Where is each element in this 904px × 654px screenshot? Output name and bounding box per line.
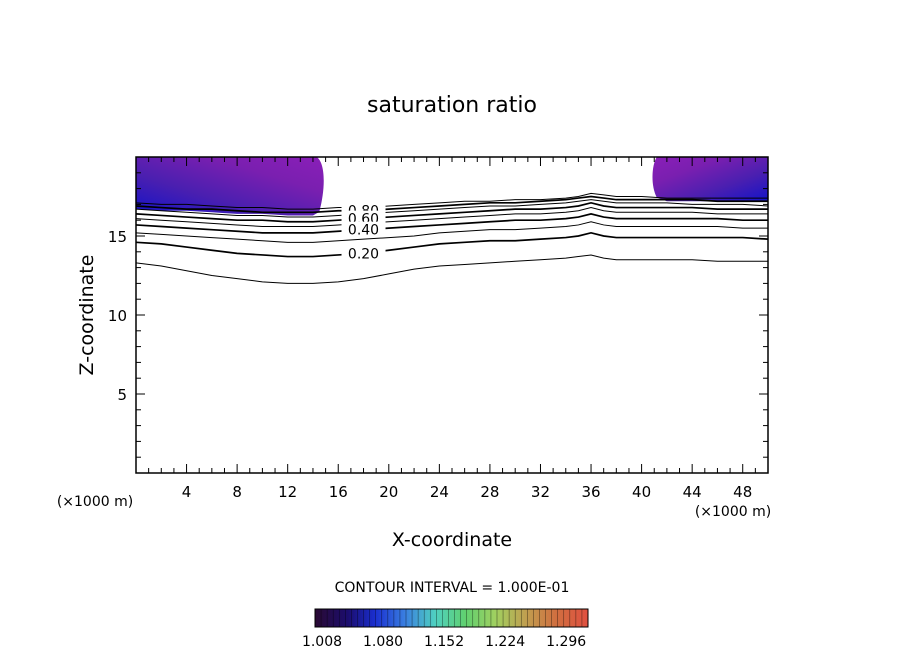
x-tick-label: 8 xyxy=(232,483,242,501)
y-tick-label: 5 xyxy=(117,386,127,404)
shaded-region-left xyxy=(136,157,324,216)
x-tick-label: 32 xyxy=(531,483,550,501)
contour-line-0.50 xyxy=(135,207,768,228)
contour-interval-text: CONTOUR INTERVAL = 1.000E-01 xyxy=(335,580,570,596)
x-unit-right: (×1000 m) xyxy=(695,504,771,520)
contour-line-0.40 xyxy=(135,213,768,234)
contour-line-0.90 xyxy=(135,192,768,210)
contour-label: 0.40 xyxy=(348,223,379,239)
contour-line-0.80 xyxy=(135,195,768,214)
x-unit-left: (×1000 m) xyxy=(57,494,133,510)
contour-label-bg xyxy=(341,210,386,225)
colorbar-label: 1.296 xyxy=(546,634,586,650)
contour-line-0.10 xyxy=(135,254,768,284)
contour-line-0.60 xyxy=(135,201,768,223)
colorbar-label: 1.152 xyxy=(424,634,464,650)
x-tick-label: 12 xyxy=(278,483,297,501)
contour-line-0.30 xyxy=(135,221,768,243)
x-ticks: 4 8 12 16 20 24 28 32 36 40 44 48 xyxy=(148,157,756,501)
x-tick-label: 48 xyxy=(733,483,752,501)
contour-label-bg xyxy=(341,245,386,260)
y-axis-label: Z-coordinate xyxy=(76,255,98,376)
contour-line-0.20 xyxy=(135,231,769,258)
x-tick-label: 4 xyxy=(182,483,192,501)
colorbar-ticks xyxy=(320,609,583,627)
chart-title: saturation ratio xyxy=(367,93,537,118)
x-tick-label: 40 xyxy=(632,483,651,501)
colorbar-label: 1.224 xyxy=(485,634,525,650)
colorbar xyxy=(314,608,589,628)
x-tick-label: 36 xyxy=(581,483,600,501)
x-tick-label: 28 xyxy=(480,483,499,501)
contour-labels: 0.800.600.400.20 xyxy=(341,202,386,262)
shaded-regions xyxy=(136,157,768,216)
x-tick-label: 24 xyxy=(430,483,449,501)
colorbar-labels: 1.008 1.080 1.152 1.224 1.296 xyxy=(302,634,586,650)
x-tick-label: 20 xyxy=(379,483,398,501)
shaded-region-right xyxy=(652,157,768,202)
contour-label-bg xyxy=(341,221,386,236)
contour-lines xyxy=(135,192,769,284)
colorbar-label: 1.080 xyxy=(363,634,403,650)
x-tick-label: 44 xyxy=(683,483,702,501)
x-axis-label: X-coordinate xyxy=(392,529,512,551)
contour-label: 0.20 xyxy=(348,246,379,262)
y-tick-label: 15 xyxy=(108,228,127,246)
y-tick-label: 10 xyxy=(108,307,127,325)
y-ticks: 5 10 15 xyxy=(108,172,768,458)
colorbar-label: 1.008 xyxy=(302,634,342,650)
contour-line-0.70 xyxy=(135,199,769,218)
x-tick-label: 16 xyxy=(329,483,348,501)
